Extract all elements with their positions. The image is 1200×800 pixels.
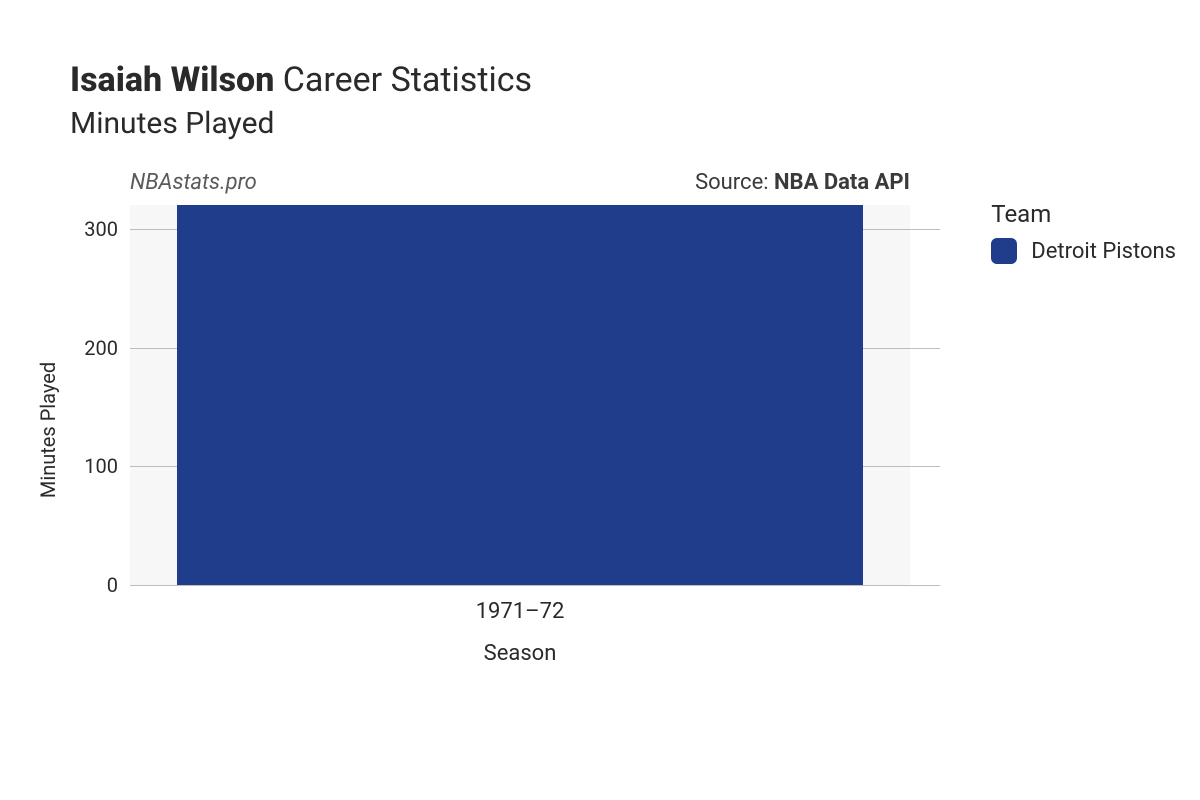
plot-area: Season 01002003001971–72	[130, 205, 910, 585]
source-name: NBA Data API	[774, 170, 910, 195]
legend: Team Detroit Pistons	[991, 200, 1176, 264]
chart-container: Isaiah Wilson Career Statistics Minutes …	[0, 0, 1200, 800]
gridline	[130, 585, 940, 586]
y-tick-label: 0	[107, 573, 118, 597]
y-axis-label: Minutes Played	[36, 362, 60, 498]
x-axis-label: Season	[484, 641, 557, 666]
source-prefix: Source:	[695, 170, 774, 195]
site-name: NBAstats.pro	[130, 170, 257, 195]
bar	[177, 205, 863, 585]
title-line-1: Isaiah Wilson Career Statistics	[70, 60, 532, 100]
y-tick-label: 200	[84, 336, 118, 360]
title-metric: Minutes Played	[70, 106, 532, 141]
y-tick-label: 100	[84, 454, 118, 478]
legend-item: Detroit Pistons	[991, 238, 1176, 264]
source-label: Source: NBA Data API	[695, 170, 910, 195]
legend-item-label: Detroit Pistons	[1031, 239, 1176, 264]
player-name: Isaiah Wilson	[70, 60, 274, 100]
title-suffix: Career Statistics	[283, 60, 532, 100]
x-tick-label: 1971–72	[476, 599, 565, 624]
legend-title: Team	[991, 200, 1176, 228]
chart-area: Minutes Played Season 01002003001971–72	[40, 205, 910, 655]
y-tick-label: 300	[84, 217, 118, 241]
legend-swatch	[991, 238, 1017, 264]
title-block: Isaiah Wilson Career Statistics Minutes …	[70, 60, 532, 141]
